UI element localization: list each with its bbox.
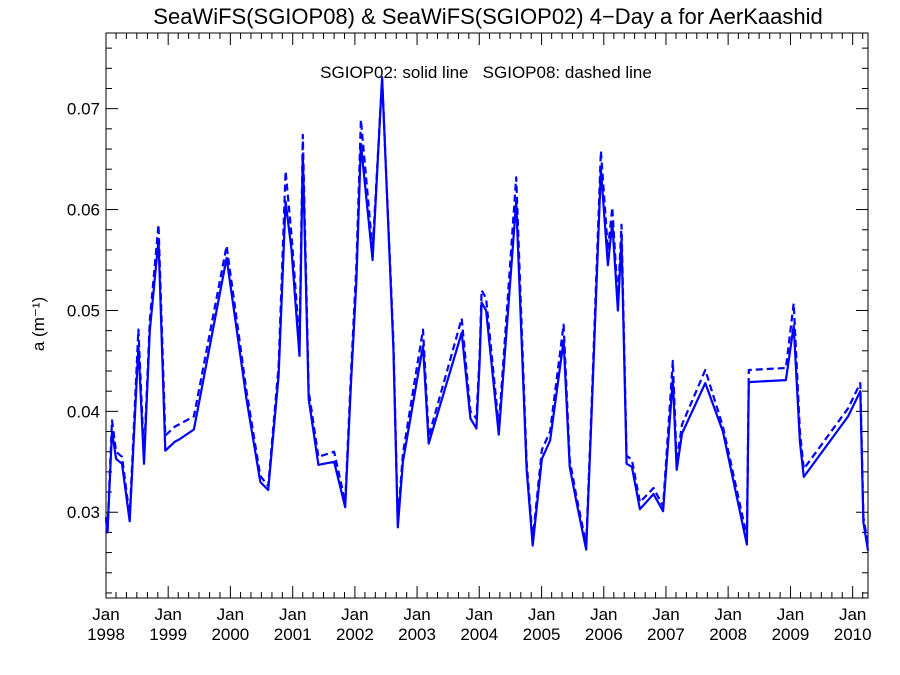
x-tick-month-label: Jan	[279, 605, 306, 624]
x-tick-month-label: Jan	[217, 605, 244, 624]
x-tick-month-label: Jan	[839, 605, 866, 624]
y-tick-label: 0.03	[67, 503, 100, 522]
plot-frame	[105, 32, 869, 599]
y-tick-label: 0.07	[67, 100, 100, 119]
x-tick-month-label: Jan	[590, 605, 617, 624]
x-tick-year-label: 2005	[523, 625, 561, 644]
legend-annotation: SGIOP02: solid line SGIOP08: dashed line	[320, 63, 652, 82]
x-tick-year-label: 2010	[834, 625, 872, 644]
x-tick-month-label: Jan	[652, 605, 679, 624]
series-line-sgiop02	[104, 76, 870, 551]
x-tick-month-label: Jan	[403, 605, 430, 624]
x-tick-month-label: Jan	[341, 605, 368, 624]
x-tick-month-label: Jan	[154, 605, 181, 624]
y-axis: 0.03 0.04 0.05 0.06 0.07	[67, 47, 868, 594]
x-tick-year-label: 2008	[709, 625, 747, 644]
x-tick-year-label: 1998	[87, 625, 125, 644]
x-tick-month-label: Jan	[466, 605, 493, 624]
x-tick-year-label: 2003	[398, 625, 436, 644]
x-tick-month-label: Jan	[92, 605, 119, 624]
x-tick-year-label: 2001	[274, 625, 312, 644]
y-tick-label: 0.05	[67, 301, 100, 320]
x-tick-month-label: Jan	[528, 605, 555, 624]
x-tick-year-label: 2004	[460, 625, 498, 644]
x-tick-year-label: 1999	[149, 625, 187, 644]
x-axis: Jan1998Jan1999Jan2000Jan2001Jan2002Jan20…	[87, 33, 872, 644]
y-tick-label: 0.06	[67, 201, 100, 220]
x-tick-month-label: Jan	[714, 605, 741, 624]
x-tick-year-label: 2000	[211, 625, 249, 644]
y-tick-label: 0.04	[67, 402, 100, 421]
series-line-sgiop08	[104, 78, 870, 546]
chart-title: SeaWiFS(SGIOP08) & SeaWiFS(SGIOP02) 4−Da…	[153, 4, 822, 29]
x-tick-year-label: 2009	[772, 625, 810, 644]
series-layer	[104, 76, 870, 551]
x-tick-year-label: 2002	[336, 625, 374, 644]
x-tick-year-label: 2006	[585, 625, 623, 644]
x-tick-year-label: 2007	[647, 625, 685, 644]
y-axis-label: a (m⁻¹)	[29, 297, 48, 351]
x-tick-month-label: Jan	[777, 605, 804, 624]
